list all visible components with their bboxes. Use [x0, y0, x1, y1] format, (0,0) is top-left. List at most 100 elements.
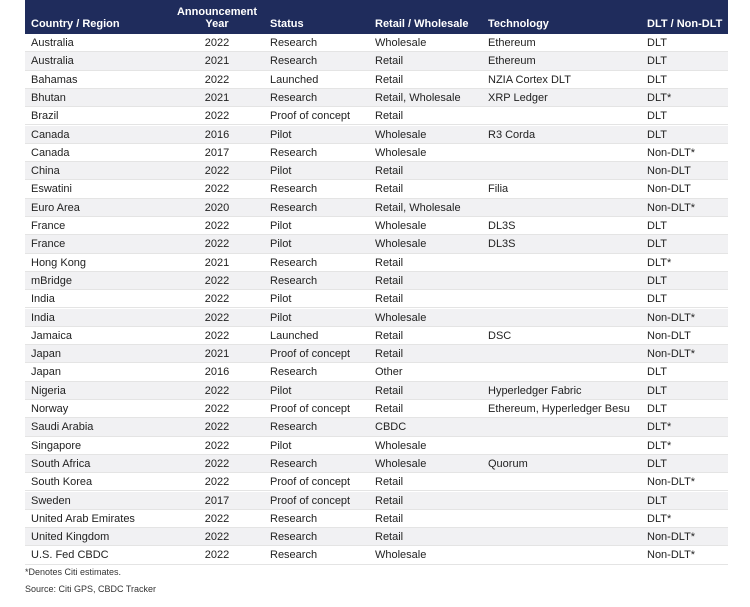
table-cell: Euro Area [31, 201, 80, 214]
table-cell: Wholesale [375, 311, 427, 324]
table-cell: Research [270, 91, 318, 104]
table-cell: Research [270, 457, 318, 470]
table-cell: 2016 [204, 128, 230, 141]
table-cell: Sweden [31, 494, 71, 507]
table-cell: Non-DLT [647, 183, 691, 196]
table-cell: Research [270, 183, 318, 196]
table-cell: 2022 [204, 110, 230, 123]
table-cell: Retail [375, 183, 404, 196]
table-row: France 2022 Pilot Wholesale DL3S DLT [25, 235, 728, 254]
table-cell: Eswatini [31, 183, 72, 196]
table-cell: 2022 [204, 329, 230, 342]
table-cell: Non-DLT* [647, 311, 696, 324]
table-cell: 2022 [204, 384, 230, 397]
table-cell: Canada [31, 146, 70, 159]
table-cell: Wholesale [375, 220, 427, 232]
table-cell: 2022 [204, 457, 230, 470]
table-row: Canada 2016 Pilot Wholesale R3 Corda DLT [25, 125, 728, 144]
table-cell: DLT [647, 55, 667, 68]
table-cell: Wholesale [375, 146, 427, 159]
table-cell: Other [375, 366, 403, 379]
table-cell: 2022 [204, 476, 230, 489]
table-cell: Retail [375, 512, 404, 525]
table-cell: 2017 [204, 146, 230, 159]
table-cell: Non-DLT [647, 329, 691, 342]
table-cell: Proof of concept [270, 476, 351, 489]
table-cell: Launched [270, 329, 319, 342]
header-cell: Technology [488, 18, 549, 30]
table-cell: 2017 [204, 494, 230, 507]
table-cell: 2022 [204, 439, 230, 452]
table-cell: Ethereum, Hyperledger Besu [488, 403, 630, 415]
table-cell: Bhutan [31, 91, 66, 104]
table-row: India 2022 Pilot Retail DLT [25, 290, 728, 309]
table-row: South Korea 2022 Proof of concept Retail Non… [25, 473, 728, 492]
table-cell: DLT* [647, 256, 672, 269]
table-cell: Singapore [31, 439, 82, 452]
table-cell: Proof of concept [270, 494, 351, 507]
table-cell: 2022 [204, 403, 230, 415]
footnote: *Denotes Citi estimates. [25, 567, 122, 577]
table-cell: Retail [375, 494, 404, 507]
table-cell: France [31, 238, 66, 251]
table-cell: Research [270, 531, 318, 544]
table-row: Sweden 2017 Proof of concept Retail DLT [25, 491, 728, 510]
table-cell: 2022 [204, 549, 230, 562]
table-cell: DLT [647, 457, 667, 470]
table-cell: Australia [31, 55, 74, 68]
table-cell: DLT* [647, 512, 672, 525]
table-cell: Research [270, 37, 318, 49]
table-cell: Quorum [488, 457, 528, 470]
table-row: Japan 2021 Proof of concept Retail Non-DLT* [25, 345, 728, 364]
table-row: South Africa 2022 Research Wholesale Quorum D… [25, 454, 728, 474]
table-cell: Saudi Arabia [31, 421, 94, 434]
table-cell: United Kingdom [31, 531, 110, 544]
table-row: Hong Kong 2021 Research Retail DLT* [25, 254, 728, 272]
table-cell: Research [270, 366, 318, 379]
table-cell: Retail [375, 384, 404, 397]
table-cell: Wholesale [375, 457, 427, 470]
table-cell: Pilot [270, 439, 292, 452]
table-cell: 2021 [204, 348, 230, 361]
table-cell: Research [270, 512, 318, 525]
table-cell: 2022 [204, 220, 230, 232]
table-cell: 2022 [204, 293, 230, 306]
table-row: Bhutan 2021 Research Retail, Wholesale XRP L… [25, 88, 728, 108]
table-cell: DLT [647, 293, 667, 306]
table-cell: DLT* [647, 439, 672, 452]
table-row: Canada 2017 Research Wholesale Non-DLT* [25, 144, 728, 163]
table-cell: Non-DLT* [647, 348, 696, 361]
table-cell: Retail, Wholesale [375, 201, 461, 214]
table-cell: United Arab Emirates [31, 512, 135, 525]
table-cell: Research [270, 421, 318, 434]
table-cell: Ethereum [488, 55, 536, 68]
table-row: Brazil 2022 Proof of concept Retail DLT [25, 107, 728, 126]
table-cell: India [31, 293, 55, 306]
table-cell: Research [270, 549, 318, 562]
table-cell: Retail [375, 73, 404, 86]
table-row: India 2022 Pilot Wholesale Non-DLT* [25, 308, 728, 327]
table-cell: Retail [375, 55, 404, 68]
table-cell: Retail [375, 256, 404, 269]
table-row: Australia 2022 Research Wholesale Ethereum DL… [25, 34, 728, 53]
table-cell: DLT [647, 220, 667, 232]
table-cell: Research [270, 55, 318, 68]
table-cell: 2022 [204, 37, 230, 49]
table-cell: Retail [375, 165, 404, 178]
table-row: mBridge 2022 Research Retail DLT [25, 271, 728, 291]
table-cell: Wholesale [375, 439, 427, 452]
table-row: Singapore 2022 Pilot Wholesale DLT* [25, 437, 728, 455]
table-cell: CBDC [375, 421, 407, 434]
table-cell: mBridge [31, 274, 72, 287]
header-cell: DLT / Non-DLT [647, 18, 723, 30]
table-row: China 2022 Pilot Retail Non-DLT [25, 162, 728, 181]
table-cell: Retail [375, 531, 404, 544]
table-cell: Non-DLT* [647, 146, 696, 159]
table-cell: 2021 [204, 91, 230, 104]
table-row: United Arab Emirates 2022 Research Retail DL… [25, 510, 728, 529]
table-cell: 2022 [204, 165, 230, 178]
table-cell: Pilot [270, 311, 292, 324]
table-cell: India [31, 311, 55, 324]
table-cell: Research [270, 146, 318, 159]
